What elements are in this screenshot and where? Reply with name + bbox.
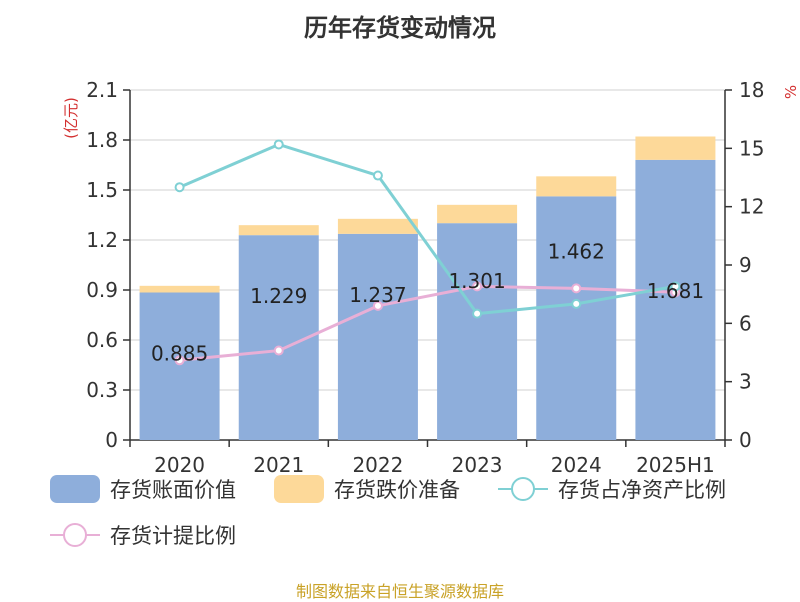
left-axis-unit: (亿元) xyxy=(62,97,80,139)
legend-swatch-provision-ratio xyxy=(50,521,100,549)
x-tick-label: 2020 xyxy=(154,453,205,477)
legend-item-provision-ratio[interactable]: 存货计提比例 xyxy=(50,520,236,550)
point-provision-ratio xyxy=(372,300,383,311)
legend-item-book-value[interactable]: 存货账面价值 xyxy=(50,474,236,504)
legend-item-asset-ratio[interactable]: 存货占净资产比例 xyxy=(498,474,726,504)
x-tick-label: 2022 xyxy=(352,453,403,477)
point-asset-ratio xyxy=(174,182,185,193)
point-asset-ratio xyxy=(472,308,483,319)
bar-book-value xyxy=(337,233,418,440)
legend-item-impairment[interactable]: 存货跌价准备 xyxy=(274,474,460,504)
data-label-book-value: 1.462 xyxy=(548,239,605,263)
source-note: 制图数据来自恒生聚源数据库 xyxy=(295,582,504,601)
left-tick-label: 0.6 xyxy=(86,328,118,352)
data-label-book-value: 1.681 xyxy=(647,279,704,303)
bar-book-value xyxy=(437,223,518,440)
point-asset-ratio xyxy=(273,139,284,150)
right-tick-label: 3 xyxy=(739,370,752,394)
right-tick-label: 18 xyxy=(739,78,764,102)
bar-impairment xyxy=(437,204,518,224)
x-tick-label: 2023 xyxy=(452,453,503,477)
legend-label-asset-ratio: 存货占净资产比例 xyxy=(558,478,726,502)
right-tick-label: 12 xyxy=(739,195,764,219)
bar-impairment xyxy=(337,218,418,234)
right-tick-label: 6 xyxy=(739,311,752,335)
bar-book-value xyxy=(139,292,220,440)
left-tick-label: 0 xyxy=(105,428,118,452)
bar-impairment xyxy=(139,285,220,293)
point-provision-ratio xyxy=(472,281,483,292)
legend-swatch-book-value xyxy=(50,475,100,503)
point-provision-ratio xyxy=(174,355,185,366)
right-tick-label: 9 xyxy=(739,253,752,277)
left-tick-label: 1.2 xyxy=(86,228,118,252)
legend-swatch-impairment xyxy=(274,475,324,503)
chart-title: 历年存货变动情况 xyxy=(304,14,496,42)
data-label-book-value: 1.301 xyxy=(448,269,505,293)
legend-swatch-asset-ratio xyxy=(498,475,548,503)
bar-book-value xyxy=(536,196,617,440)
point-asset-ratio xyxy=(571,298,582,309)
left-tick-label: 0.9 xyxy=(86,278,118,302)
bar-impairment xyxy=(635,136,716,160)
bar-impairment xyxy=(536,176,617,197)
legend-label-impairment: 存货跌价准备 xyxy=(334,478,460,502)
left-tick-label: 2.1 xyxy=(86,78,118,102)
left-tick-label: 1.8 xyxy=(86,128,118,152)
right-tick-label: 0 xyxy=(739,428,752,452)
data-label-book-value: 0.885 xyxy=(151,342,208,366)
line-asset-ratio xyxy=(178,142,676,316)
bar-book-value xyxy=(635,159,716,441)
point-provision-ratio xyxy=(571,283,582,294)
x-tick-label: 2021 xyxy=(253,453,304,477)
data-label-book-value: 1.229 xyxy=(250,284,307,308)
left-tick-label: 0.3 xyxy=(86,378,118,402)
point-asset-ratio xyxy=(372,170,383,181)
bar-impairment xyxy=(238,225,319,236)
x-tick-label: 2025H1 xyxy=(636,453,715,477)
point-asset-ratio xyxy=(670,281,681,292)
line-provision-ratio xyxy=(179,284,676,362)
legend-label-book-value: 存货账面价值 xyxy=(110,478,236,502)
right-axis-unit: % xyxy=(782,85,800,99)
right-tick-label: 15 xyxy=(739,136,764,160)
legend-label-provision-ratio: 存货计提比例 xyxy=(110,524,236,548)
x-tick-label: 2024 xyxy=(551,453,602,477)
point-provision-ratio xyxy=(273,345,284,356)
left-tick-label: 1.5 xyxy=(86,178,118,202)
data-label-book-value: 1.237 xyxy=(349,283,406,307)
